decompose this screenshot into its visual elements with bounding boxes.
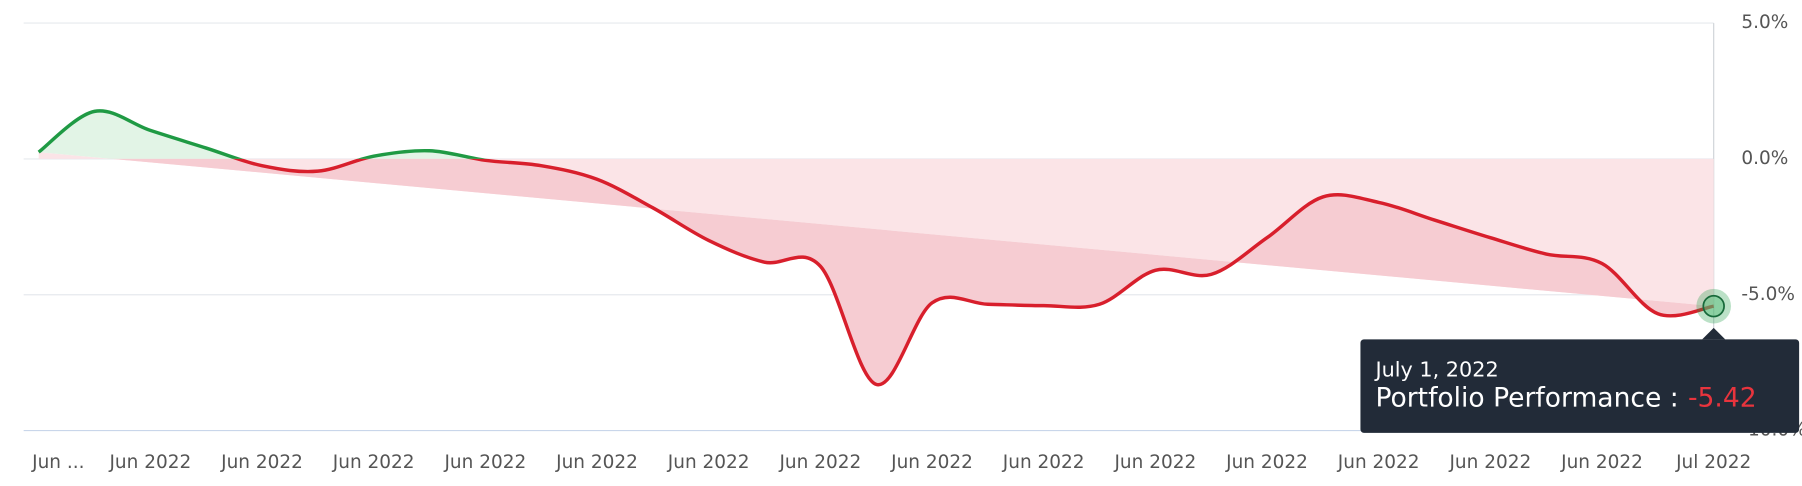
x-tick-label: Jul 2022 <box>1675 452 1751 473</box>
y-tick-label: -5.0% <box>1741 284 1795 305</box>
tooltip-label: Portfolio Performance : <box>1375 382 1678 413</box>
y-tick-label: 5.0% <box>1741 12 1788 33</box>
x-tick-label: Jun 2022 <box>443 452 526 473</box>
x-tick-label: Jun ... <box>31 452 84 473</box>
hover-point <box>1702 294 1725 318</box>
x-tick-label: Jun 2022 <box>332 452 415 473</box>
line-negative <box>232 158 1715 387</box>
trend-area <box>38 152 1714 307</box>
y-tick-label: 0.0% <box>1741 148 1788 169</box>
x-tick-label: Jun 2022 <box>778 452 861 473</box>
x-tick-label: Jun 2022 <box>108 452 191 473</box>
x-tick-label: Jun 2022 <box>555 452 638 473</box>
tooltip-pointer <box>1702 327 1726 340</box>
x-tick-label: Jun 2022 <box>667 452 750 473</box>
x-tick-label: Jun 2022 <box>1113 452 1196 473</box>
tooltip-box <box>1360 339 1800 433</box>
x-tick-label: Jun 2022 <box>890 452 973 473</box>
tooltip-value: -5.42 <box>1688 382 1757 413</box>
x-tick-label: Jun 2022 <box>1560 452 1643 473</box>
tooltip: July 1, 2022 Portfolio Performance : -5.4… <box>1360 327 1800 433</box>
x-tick-label: Jun 2022 <box>1337 452 1420 473</box>
area-negative <box>112 158 1714 385</box>
tooltip-text: Portfolio Performance : -5.42 <box>1375 382 1756 413</box>
x-tick-label: Jun 2022 <box>1225 452 1308 473</box>
x-tick-label: Jun 2022 <box>220 452 303 473</box>
area-positive <box>38 110 478 159</box>
x-tick-label: Jun 2022 <box>1002 452 1085 473</box>
x-tick-label: Jun 2022 <box>1448 452 1531 473</box>
tooltip-date: July 1, 2022 <box>1373 358 1498 382</box>
